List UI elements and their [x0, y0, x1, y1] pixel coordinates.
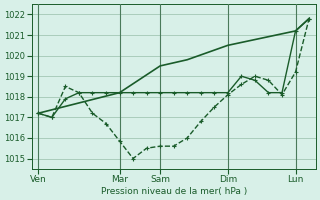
X-axis label: Pression niveau de la mer( hPa ): Pression niveau de la mer( hPa ): [100, 187, 247, 196]
